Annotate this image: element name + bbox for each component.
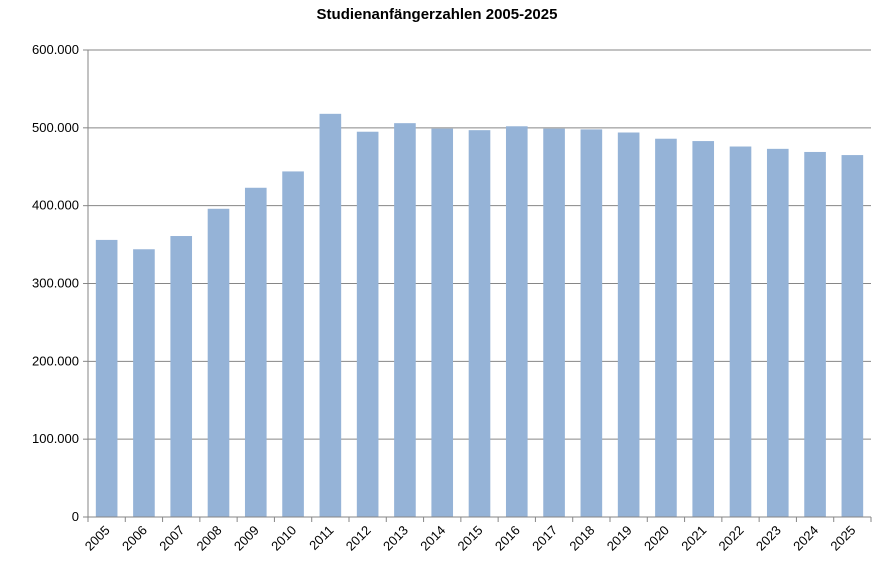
y-tick-label: 200.000 <box>32 353 79 368</box>
axes <box>83 49 872 522</box>
bar-2017 <box>543 128 565 517</box>
x-tick-label: 2020 <box>641 523 672 554</box>
bar-2008 <box>207 208 230 517</box>
x-tick-label: 2013 <box>380 523 411 554</box>
x-tick-label: 2025 <box>827 523 858 554</box>
bar-2007 <box>170 236 193 517</box>
y-tick-label: 600.000 <box>32 42 79 57</box>
bar-2021 <box>692 141 715 517</box>
bar-2018 <box>580 129 603 517</box>
y-tick-label: 500.000 <box>32 120 79 135</box>
bar-2024 <box>804 151 826 517</box>
chart-title: Studienanfängerzahlen 2005-2025 <box>316 6 558 23</box>
bar-2012 <box>356 131 379 517</box>
x-tick-label: 2023 <box>753 523 784 554</box>
x-tick-label: 2007 <box>156 523 187 554</box>
bar-2006 <box>133 249 155 517</box>
bar-2010 <box>282 171 304 518</box>
x-tick-label: 2019 <box>604 523 635 554</box>
x-tick-label: 2022 <box>716 523 747 554</box>
x-tick-label: 2006 <box>119 523 150 554</box>
y-tick-label: 100.000 <box>32 431 79 446</box>
y-tick-label: 400.000 <box>32 198 79 213</box>
bar-2009 <box>244 187 267 517</box>
x-tick-label: 2014 <box>417 523 448 554</box>
bar-2014 <box>431 128 454 517</box>
y-tick-label: 0 <box>72 509 79 524</box>
x-tick-label: 2012 <box>343 523 374 554</box>
x-tick-label: 2018 <box>566 523 597 554</box>
bar-2015 <box>468 130 491 517</box>
bar-2011 <box>319 113 342 517</box>
x-tick-label: 2008 <box>194 523 225 554</box>
bar-2005 <box>95 239 118 517</box>
bar-2019 <box>617 132 640 517</box>
x-tick-label: 2011 <box>306 523 336 553</box>
bar-2022 <box>729 146 752 517</box>
x-tick-label: 2005 <box>82 523 113 554</box>
bar-2020 <box>655 138 677 518</box>
bars <box>95 113 864 518</box>
bar-2013 <box>394 123 416 517</box>
bar-2016 <box>505 126 528 517</box>
x-tick-label: 2024 <box>790 523 821 554</box>
x-tick-label: 2021 <box>678 523 709 554</box>
x-tick-label: 2010 <box>268 523 299 554</box>
x-tick-label: 2016 <box>492 523 523 554</box>
x-tick-label: 2015 <box>455 523 486 554</box>
bar-2025 <box>841 155 864 517</box>
bar-2023 <box>766 148 789 517</box>
y-tick-label: 300.000 <box>32 276 79 291</box>
x-tick-label: 2009 <box>231 523 262 554</box>
x-tick-label: 2017 <box>529 523 560 554</box>
